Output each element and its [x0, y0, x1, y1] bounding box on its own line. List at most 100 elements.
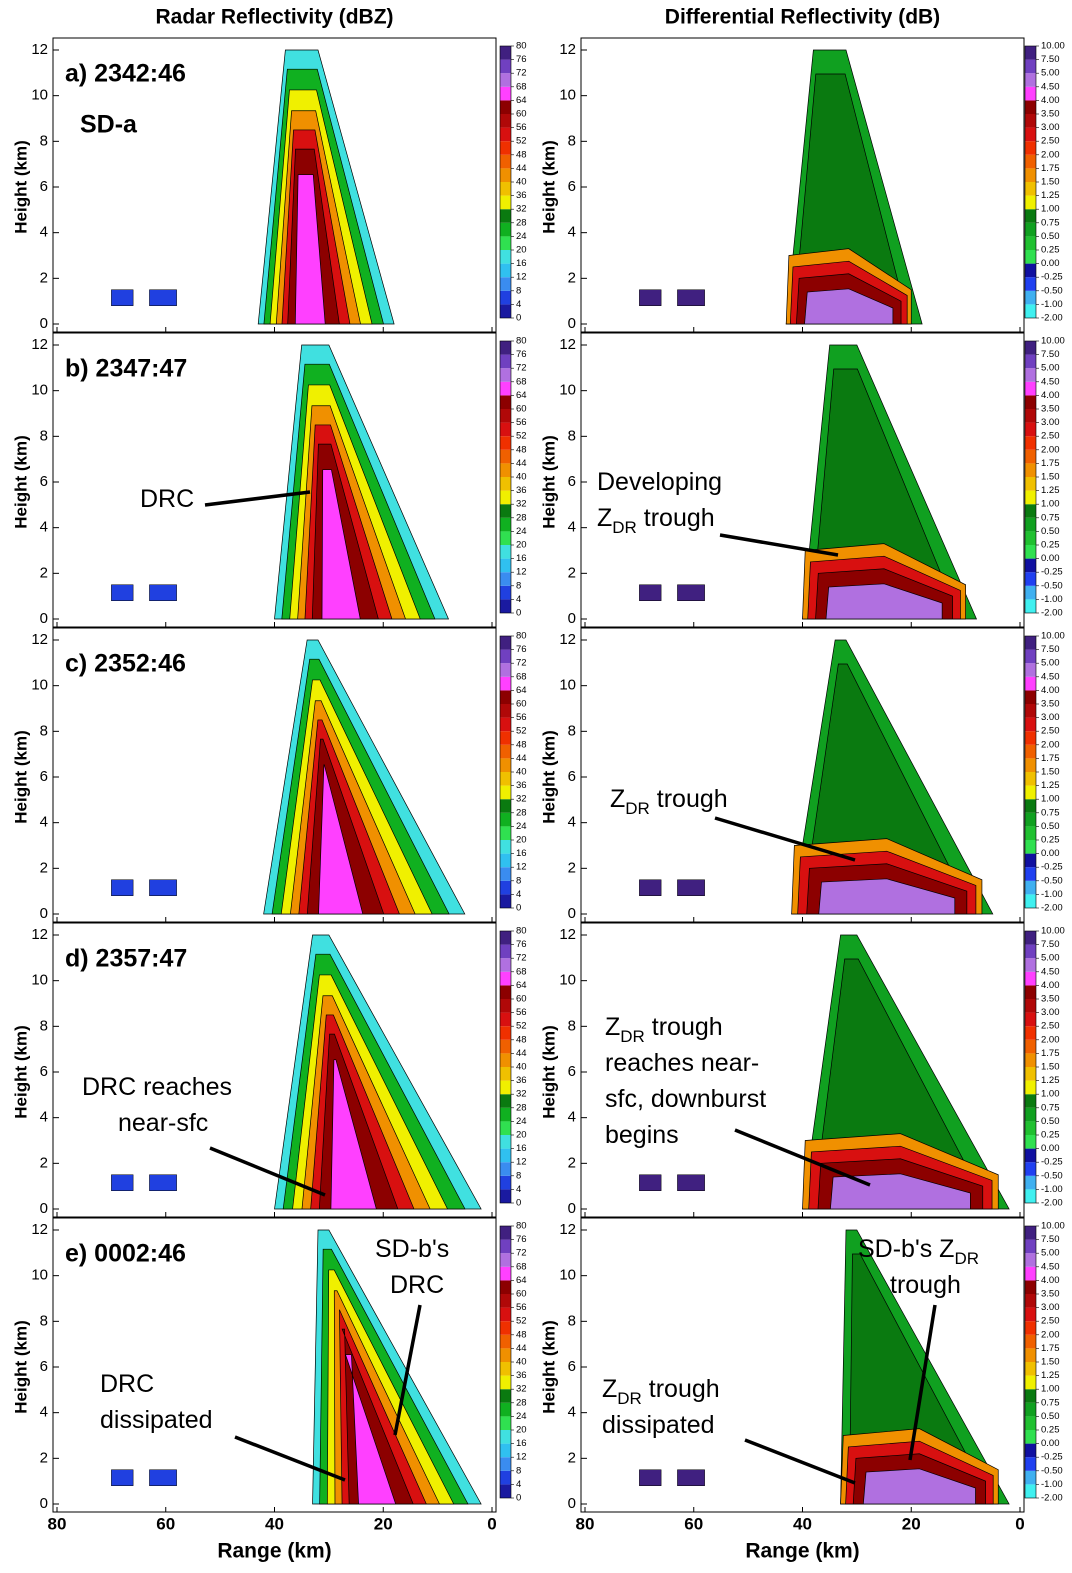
y-tick-label: 10: [559, 972, 576, 989]
y-tick-label: 10: [31, 382, 48, 399]
column-title: Differential Reflectivity (dB): [665, 6, 940, 29]
colorbar-segment: [500, 1457, 511, 1471]
colorbar-segment: [500, 999, 511, 1013]
y-tick-label: 2: [568, 269, 576, 286]
colorbar-label: 72: [516, 1248, 527, 1259]
y-tick-label: 0: [40, 1200, 48, 1217]
colorbar-label: 3.50: [1041, 1289, 1060, 1300]
colorbar-segment: [1025, 758, 1036, 772]
colorbar-segment: [1025, 1067, 1036, 1081]
y-tick-label: 10: [31, 87, 48, 104]
colorbar-segment: [500, 1348, 511, 1362]
colorbar-label: 3.50: [1041, 699, 1060, 710]
colorbar-segment: [500, 368, 511, 382]
colorbar-segment: [500, 449, 511, 464]
colorbar-segment: [500, 1121, 511, 1135]
colorbar-label: 1.00: [1041, 204, 1060, 215]
panel-label: b) 2347:47: [65, 355, 187, 383]
y-tick-label: 12: [559, 926, 576, 943]
colorbar-segment: [1025, 1484, 1036, 1498]
colorbar-label: 4.00: [1041, 980, 1060, 991]
colorbar-label: 10.00: [1041, 631, 1065, 642]
colorbar-segment: [500, 690, 511, 704]
column-title: Radar Reflectivity (dBZ): [155, 6, 393, 29]
colorbar-label: 2.00: [1041, 1329, 1060, 1340]
colorbar-label: 64: [516, 95, 527, 106]
colorbar-label: 5.00: [1041, 658, 1060, 669]
colorbar-segment: [500, 46, 511, 60]
colorbar-segment: [500, 1389, 511, 1403]
colorbar-label: 12: [516, 567, 527, 578]
colorbar-label: 48: [516, 739, 527, 750]
colorbar-label: 20: [516, 1425, 527, 1436]
colorbar-label: 24: [516, 231, 527, 242]
y-tick-label: 8: [568, 427, 576, 444]
colorbar-label: 7.50: [1041, 1234, 1060, 1245]
colorbar-segment: [1025, 168, 1036, 182]
zdr-contour: [804, 288, 894, 325]
colorbar-label: 0.75: [1041, 512, 1060, 523]
y-tick-label: 2: [40, 1154, 48, 1171]
colorbar-segment: [1025, 304, 1036, 318]
colorbar-segment: [500, 195, 511, 210]
colorbar-label: 5.00: [1041, 1248, 1060, 1259]
colorbar-segment: [1025, 1239, 1036, 1254]
echo: [149, 1469, 177, 1486]
colorbar-label: 80: [516, 631, 527, 642]
colorbar-segment: [500, 1175, 511, 1190]
colorbar-label: 1.50: [1041, 1062, 1060, 1073]
colorbar-label: 68: [516, 966, 527, 977]
annotation-text: Z: [597, 504, 612, 532]
colorbar-segment: [500, 1416, 511, 1430]
colorbar-segment: [1025, 649, 1036, 664]
colorbar-segment: [1025, 1416, 1036, 1430]
colorbar-segment: [1025, 1189, 1036, 1203]
y-tick-label: 2: [568, 1154, 576, 1171]
y-tick-label: 0: [568, 315, 576, 332]
colorbar-segment: [500, 758, 511, 772]
colorbar-segment: [500, 894, 511, 908]
colorbar-label: 4: [516, 1184, 521, 1195]
colorbar-segment: [500, 463, 511, 477]
annotation-text: trough: [890, 1271, 961, 1299]
colorbar-label: 44: [516, 458, 527, 469]
y-tick-label: 10: [31, 972, 48, 989]
colorbar-segment: [1025, 73, 1036, 87]
colorbar-label: -2.00: [1041, 313, 1063, 324]
annotation: near-sfc: [118, 1109, 208, 1137]
colorbar-label: 64: [516, 390, 527, 401]
reflectivity-contour: [294, 174, 326, 325]
colorbar-label: 0.75: [1041, 217, 1060, 228]
colorbar-label: 4.00: [1041, 685, 1060, 696]
colorbar-label: 76: [516, 939, 527, 950]
colorbar-segment: [1025, 1175, 1036, 1190]
colorbar-label: 72: [516, 68, 527, 79]
colorbar-segment: [1025, 826, 1036, 840]
colorbar-segment: [500, 1189, 511, 1203]
colorbar-segment: [1025, 381, 1036, 396]
colorbar-segment: [500, 1430, 511, 1444]
colorbar-segment: [1025, 1348, 1036, 1362]
colorbar-segment: [500, 1094, 511, 1108]
colorbar-segment: [500, 422, 511, 437]
colorbar-label: 0.25: [1041, 245, 1060, 256]
colorbar-label: 10.00: [1041, 926, 1065, 937]
colorbar-segment: [500, 1026, 511, 1040]
colorbar-segment: [1025, 100, 1036, 114]
colorbar-segment: [1025, 636, 1036, 650]
colorbar-segment: [1025, 236, 1036, 250]
annotation: Developing: [597, 468, 722, 496]
colorbar-segment: [500, 236, 511, 250]
y-tick-label: 6: [568, 473, 576, 490]
leader-line: [744, 1438, 856, 1485]
colorbar-label: 52: [516, 1316, 527, 1327]
colorbar-segment: [1025, 545, 1036, 559]
colorbar-label: 36: [516, 1370, 527, 1381]
colorbar-segment: [1025, 1135, 1036, 1149]
colorbar-segment: [1025, 840, 1036, 854]
colorbar-segment: [500, 1375, 511, 1390]
colorbar-label: 56: [516, 1007, 527, 1018]
y-tick-label: 4: [568, 1109, 576, 1126]
colorbar-segment: [1025, 1148, 1036, 1163]
